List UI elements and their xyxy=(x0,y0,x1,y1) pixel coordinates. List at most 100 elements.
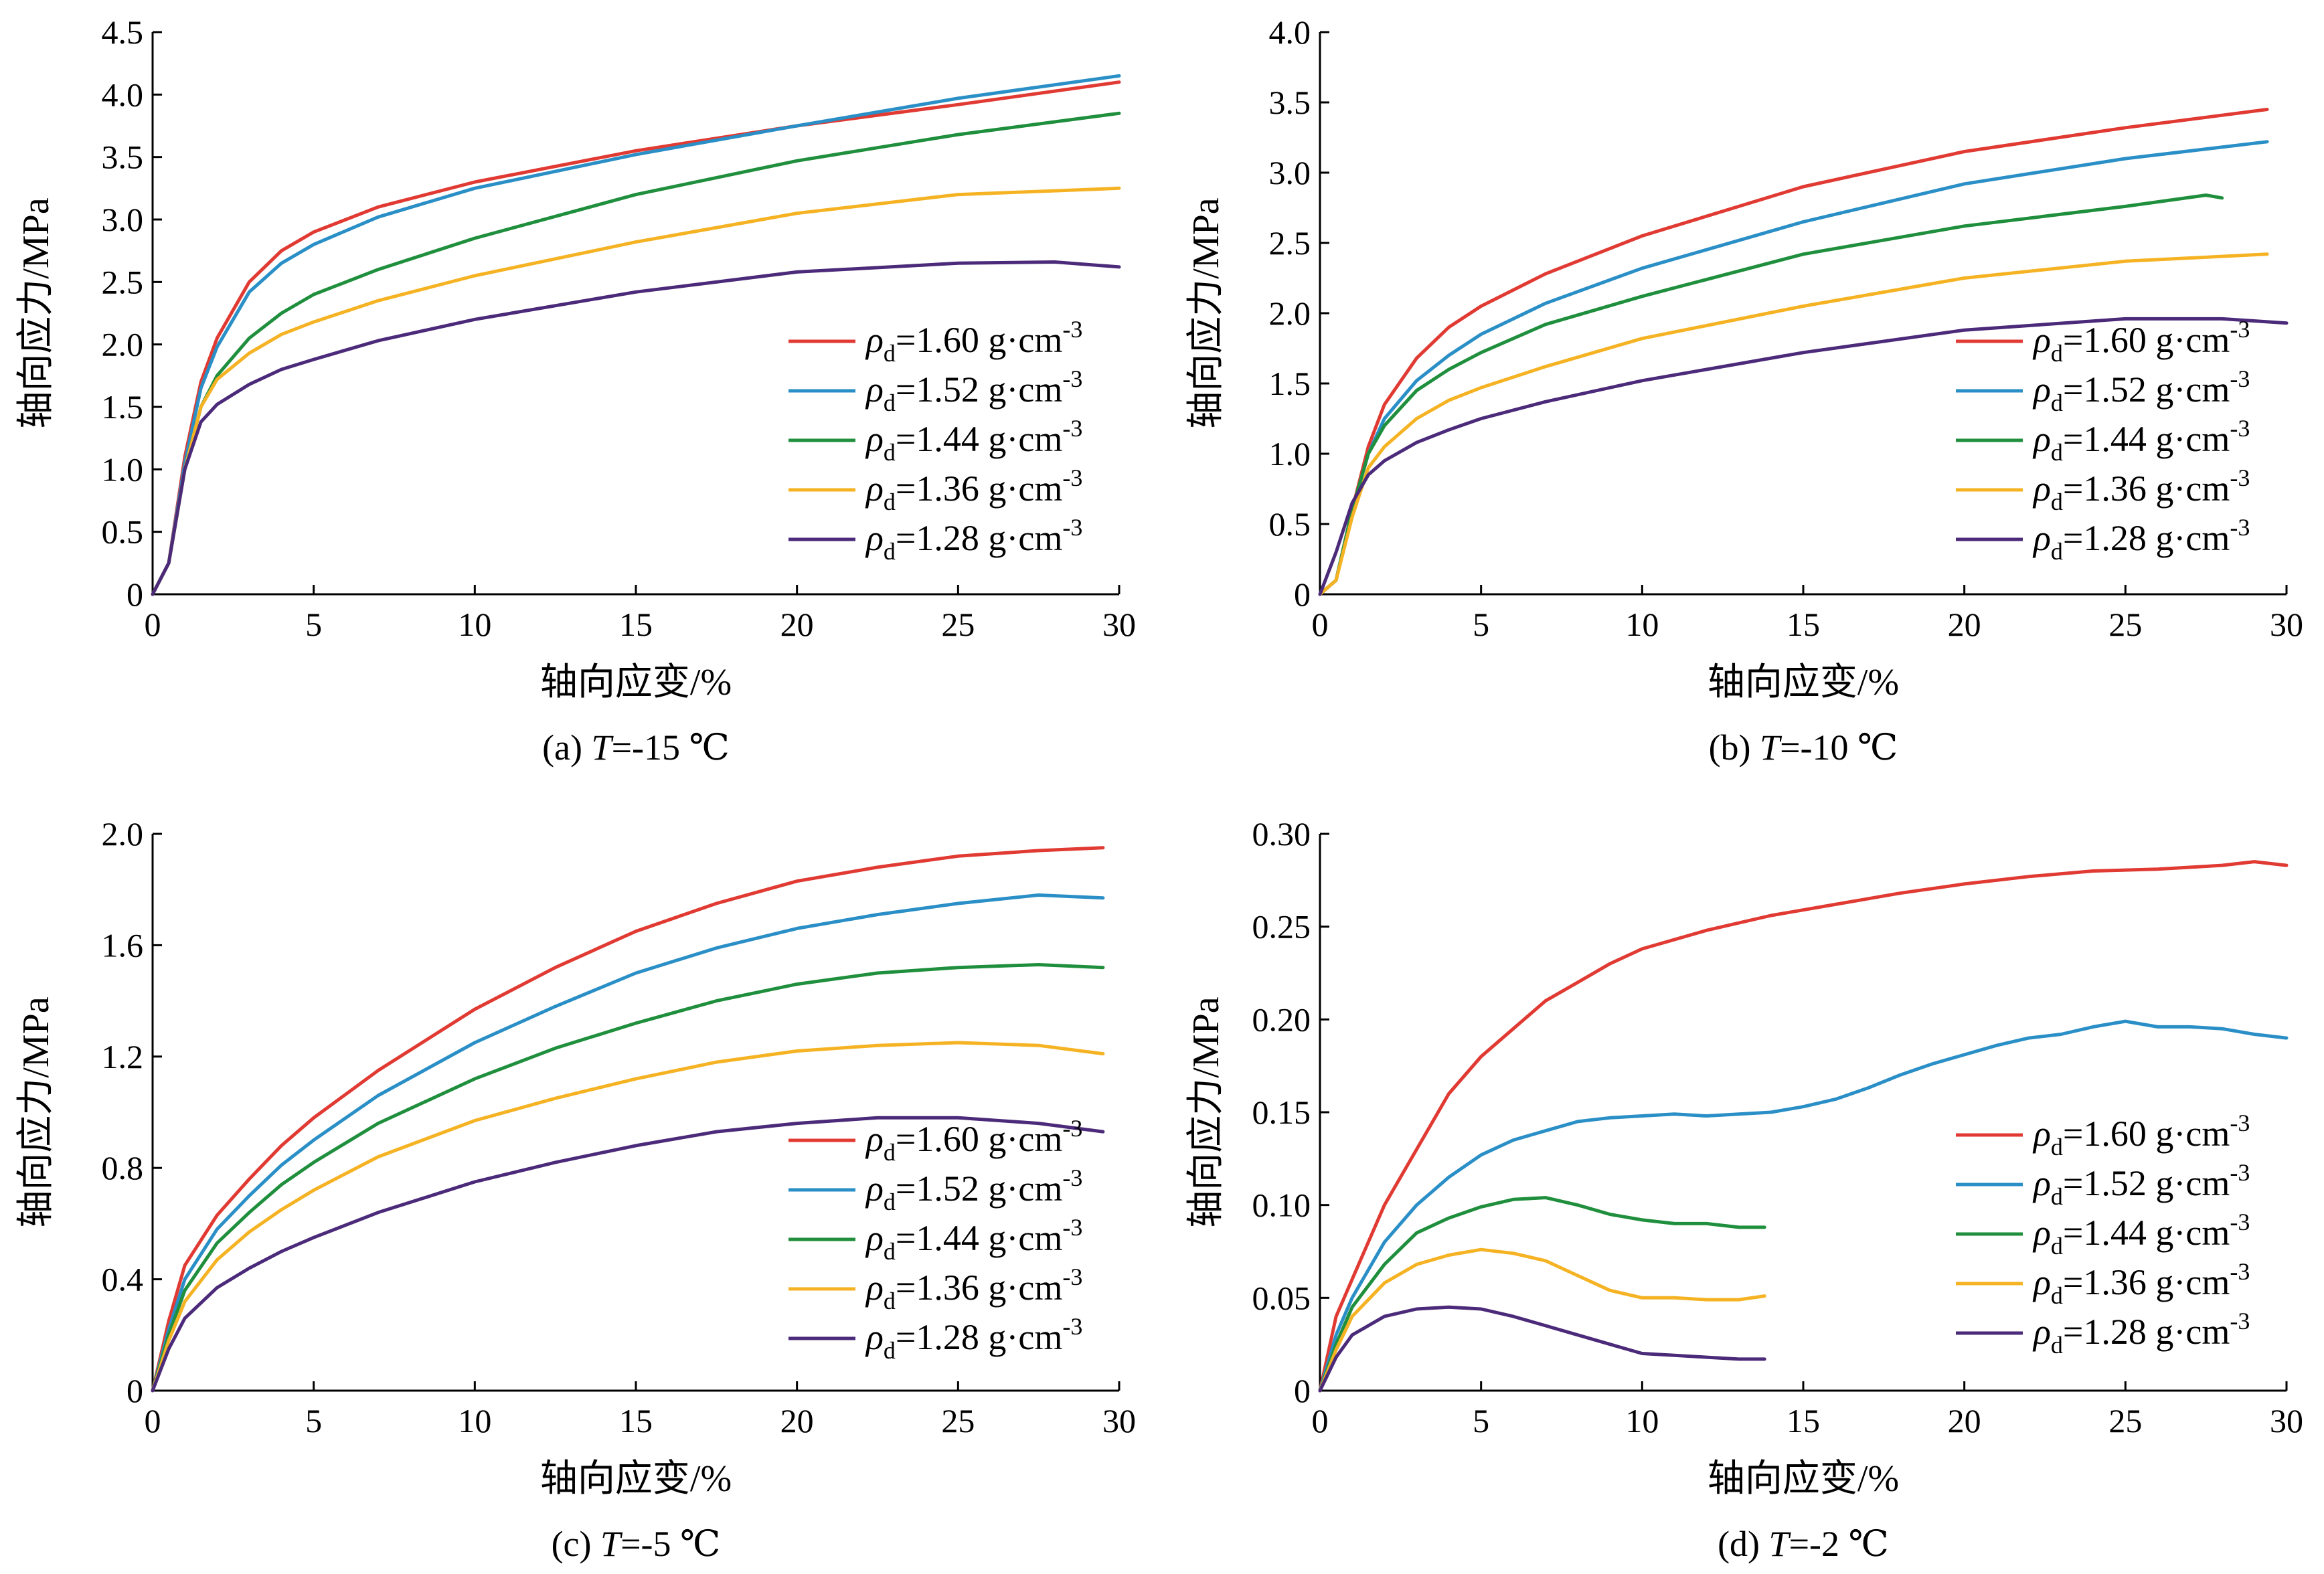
y-axis-title: 轴向应力/MPa xyxy=(15,996,57,1227)
x-tick-label: 5 xyxy=(305,1402,322,1439)
legend-density: =1.60 g·cm xyxy=(896,320,1062,360)
legend-superscript: -3 xyxy=(1062,1164,1082,1191)
series-line-3 xyxy=(1318,1196,1766,1393)
legend-label-3: ρd=1.44 g·cm-3 xyxy=(2032,415,2250,466)
legend-rho: ρ xyxy=(865,468,884,509)
legend-label-5: ρd=1.28 g·cm-3 xyxy=(2032,514,2250,565)
legend-superscript: -3 xyxy=(1062,1313,1082,1340)
legend-superscript: -3 xyxy=(1062,365,1082,392)
legend-density: =1.60 g·cm xyxy=(2063,1114,2230,1154)
series-line-5 xyxy=(1318,1305,1766,1393)
y-tick-label: 0.5 xyxy=(1269,505,1311,543)
legend-superscript: -3 xyxy=(2230,514,2250,541)
legend-density: =1.36 g·cm xyxy=(2063,468,2230,509)
legend-superscript: -3 xyxy=(1062,1214,1082,1241)
series-line-4 xyxy=(151,1041,1105,1393)
legend: ρd=1.60 g·cm-3ρd=1.52 g·cm-3ρd=1.44 g·cm… xyxy=(788,1115,1082,1364)
legend-rho: ρ xyxy=(2032,1262,2051,1302)
legend-density: =1.52 g·cm xyxy=(896,1168,1062,1209)
legend-subscript: d xyxy=(884,1189,896,1215)
y-tick-label: 0.5 xyxy=(102,513,144,551)
x-tick-label: 15 xyxy=(1787,1402,1820,1439)
legend-label-4: ρd=1.36 g·cm-3 xyxy=(865,464,1082,515)
y-tick-label: 1.5 xyxy=(102,388,144,426)
legend-density: =1.36 g·cm xyxy=(2063,1262,2230,1302)
series-line-1 xyxy=(151,846,1105,1393)
y-tick-label: 1.5 xyxy=(1269,365,1311,402)
legend-subscript: d xyxy=(2051,1183,2063,1210)
legend-label-3: ρd=1.44 g·cm-3 xyxy=(865,1214,1082,1265)
legend-subscript: d xyxy=(884,489,896,515)
legend-density: =1.44 g·cm xyxy=(2063,419,2230,459)
chart-panel-d: 0 5 10 15 20 25 30 0 0.05 0.10 0.15 0.20 0.25 0.30 轴向应… xyxy=(1185,815,2303,1564)
y-tick-label: 0.15 xyxy=(1252,1094,1311,1131)
x-tick-label: 20 xyxy=(1948,606,1981,643)
y-tick-label: 0.05 xyxy=(1252,1279,1311,1316)
panel-caption: (b) T=-10 ℃ xyxy=(1709,727,1898,768)
legend-superscript: -3 xyxy=(2230,1258,2250,1285)
y-tick-label: 0.4 xyxy=(102,1261,144,1298)
y-tick-label: 2.5 xyxy=(102,263,144,300)
legend-rho: ρ xyxy=(2032,468,2051,509)
caption-variable: T xyxy=(600,1524,623,1564)
legend-rho: ρ xyxy=(2032,1312,2051,1352)
legend-superscript: -3 xyxy=(2230,316,2250,343)
caption-variable: T xyxy=(1769,1524,1792,1564)
legend-rho: ρ xyxy=(2032,518,2051,558)
legend-superscript: -3 xyxy=(2230,1159,2250,1186)
caption-prefix: (d) xyxy=(1718,1524,1768,1564)
legend-density: =1.44 g·cm xyxy=(896,1218,1062,1258)
legend-label-1: ρd=1.60 g·cm-3 xyxy=(865,316,1082,367)
legend-superscript: -3 xyxy=(2230,1110,2250,1136)
legend-rho: ρ xyxy=(2032,1114,2051,1154)
legend-label-3: ρd=1.44 g·cm-3 xyxy=(865,415,1082,466)
y-tick-label: 3.5 xyxy=(102,139,144,176)
x-tick-label: 5 xyxy=(1473,606,1489,643)
x-tick-label: 0 xyxy=(145,1402,161,1439)
x-tick-label: 0 xyxy=(1312,606,1329,643)
legend-superscript: -3 xyxy=(2230,464,2250,491)
y-tick-label: 1.2 xyxy=(102,1038,144,1075)
y-axis-title: 轴向应力/MPa xyxy=(1185,996,1227,1227)
legend-density: =1.52 g·cm xyxy=(2063,1163,2230,1203)
y-tick-label: 2.0 xyxy=(1269,294,1311,332)
legend-superscript: -3 xyxy=(2230,365,2250,392)
legend-subscript: d xyxy=(2051,1233,2063,1259)
legend-rho: ρ xyxy=(865,419,884,459)
y-tick-label: 0.25 xyxy=(1252,908,1311,946)
y-tick-label: 2.5 xyxy=(1269,224,1311,262)
legend-label-2: ρd=1.52 g·cm-3 xyxy=(865,365,1082,416)
x-tick-label: 25 xyxy=(2108,1402,2142,1439)
legend-superscript: -3 xyxy=(2230,1209,2250,1235)
legend-label-1: ρd=1.60 g·cm-3 xyxy=(2032,316,2250,367)
legend-density: =1.52 g·cm xyxy=(896,369,1062,410)
legend-label-4: ρd=1.36 g·cm-3 xyxy=(2032,1258,2250,1309)
series-line-5 xyxy=(1318,317,2289,596)
x-tick-label: 5 xyxy=(1473,1402,1489,1439)
series-line-2 xyxy=(1318,1019,2289,1393)
y-tick-label: 4.0 xyxy=(1269,13,1311,51)
legend-rho: ρ xyxy=(865,1168,884,1209)
legend-subscript: d xyxy=(2051,340,2063,367)
series-line-3 xyxy=(151,963,1105,1393)
caption-value: =-15 ℃ xyxy=(612,727,730,768)
legend-superscript: -3 xyxy=(1062,415,1082,442)
legend-density: =1.52 g·cm xyxy=(2063,369,2230,410)
x-tick-label: 30 xyxy=(1102,1402,1136,1439)
y-axis-title: 轴向应力/MPa xyxy=(1185,197,1227,428)
panel-caption: (c) T=-5 ℃ xyxy=(552,1524,721,1564)
x-axis-title: 轴向应变/% xyxy=(540,662,732,703)
x-tick-label: 30 xyxy=(2270,606,2303,643)
legend-rho: ρ xyxy=(2032,419,2051,459)
series-line-2 xyxy=(151,74,1121,596)
x-tick-label: 10 xyxy=(1625,1402,1659,1439)
x-tick-label: 10 xyxy=(458,606,491,643)
y-tick-label: 0.20 xyxy=(1252,1000,1311,1038)
chart-panel-b: 0 5 10 15 20 25 30 0 0.5 1.0 1.5 2.0 2.5 3.0 3.5 4.0 轴向应… xyxy=(1185,13,2303,768)
legend-label-2: ρd=1.52 g·cm-3 xyxy=(2032,1159,2250,1210)
x-tick-label: 10 xyxy=(458,1402,491,1439)
y-tick-label: 2.0 xyxy=(102,326,144,363)
legend-rho: ρ xyxy=(865,1317,884,1357)
legend-density: =1.36 g·cm xyxy=(896,468,1062,509)
